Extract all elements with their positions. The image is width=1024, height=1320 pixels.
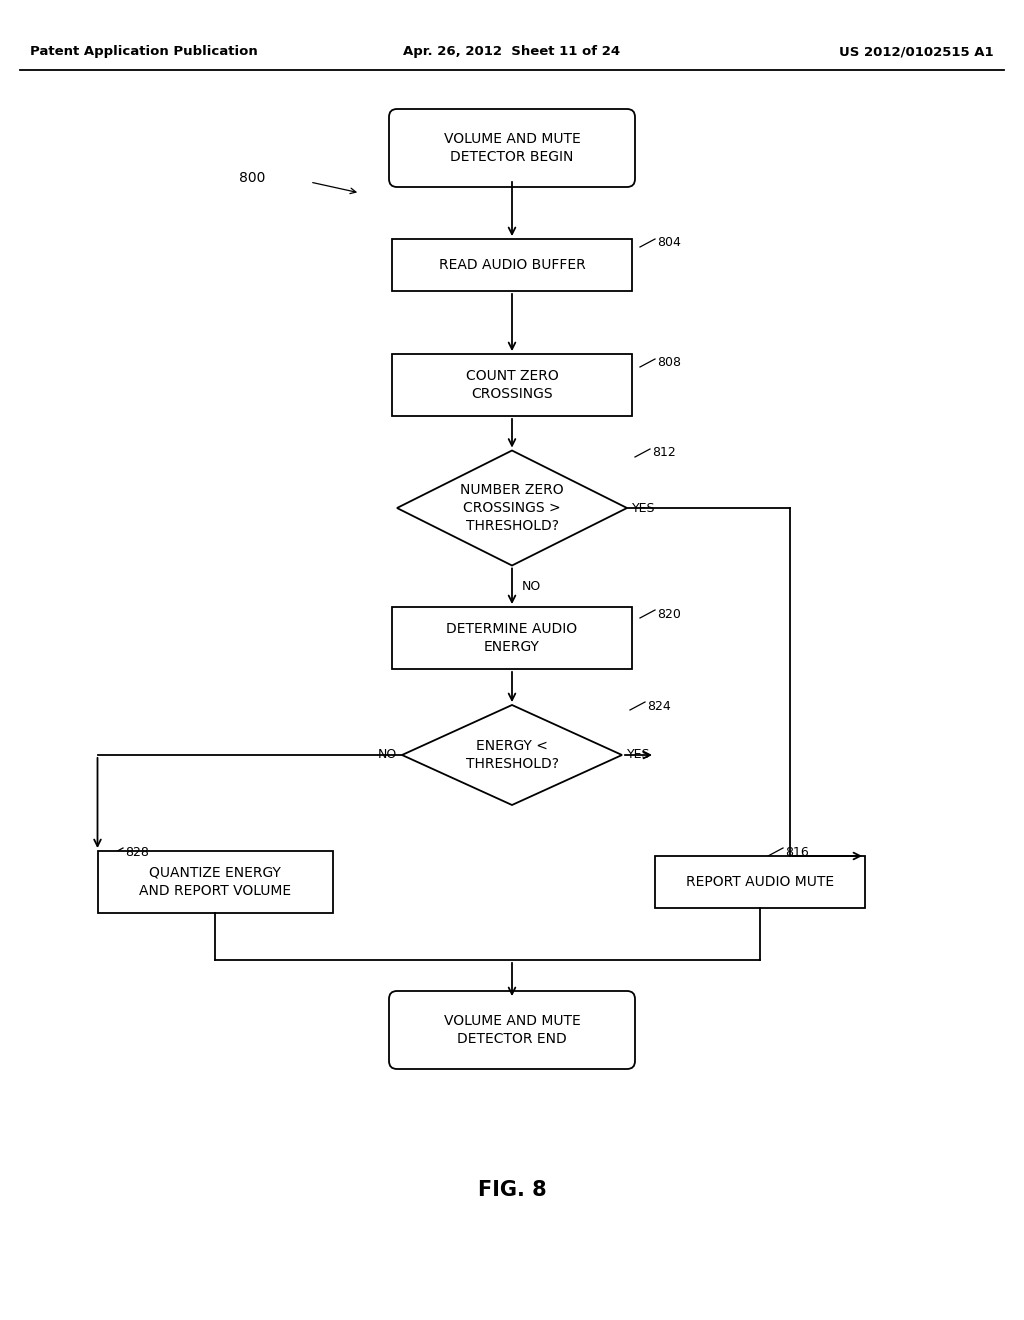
Text: COUNT ZERO
CROSSINGS: COUNT ZERO CROSSINGS [466, 368, 558, 401]
Text: QUANTIZE ENERGY
AND REPORT VOLUME: QUANTIZE ENERGY AND REPORT VOLUME [139, 866, 291, 898]
Text: Patent Application Publication: Patent Application Publication [30, 45, 258, 58]
Bar [392, 607, 632, 669]
Text: NO: NO [378, 748, 397, 762]
Text: 816: 816 [785, 846, 809, 858]
Text: READ AUDIO BUFFER: READ AUDIO BUFFER [438, 257, 586, 272]
Bar [392, 239, 632, 290]
Text: 804: 804 [657, 236, 681, 249]
Text: NUMBER ZERO
CROSSINGS >
THRESHOLD?: NUMBER ZERO CROSSINGS > THRESHOLD? [460, 483, 564, 533]
Text: REPORT AUDIO MUTE: REPORT AUDIO MUTE [686, 875, 835, 888]
Polygon shape [402, 705, 622, 805]
Text: 800: 800 [239, 172, 265, 185]
Text: FIG. 8: FIG. 8 [477, 1180, 547, 1200]
Text: Apr. 26, 2012  Sheet 11 of 24: Apr. 26, 2012 Sheet 11 of 24 [403, 45, 621, 58]
Text: 828: 828 [125, 846, 148, 858]
Text: 808: 808 [657, 356, 681, 370]
Text: YES: YES [632, 502, 655, 515]
FancyBboxPatch shape [389, 991, 635, 1069]
Text: DETERMINE AUDIO
ENERGY: DETERMINE AUDIO ENERGY [446, 622, 578, 655]
Text: NO: NO [522, 579, 542, 593]
Text: VOLUME AND MUTE
DETECTOR BEGIN: VOLUME AND MUTE DETECTOR BEGIN [443, 132, 581, 164]
FancyBboxPatch shape [389, 110, 635, 187]
Bar [655, 855, 865, 908]
Text: YES: YES [627, 748, 650, 762]
Bar [97, 851, 333, 913]
Bar [392, 354, 632, 416]
Text: 812: 812 [652, 446, 676, 459]
Text: VOLUME AND MUTE
DETECTOR END: VOLUME AND MUTE DETECTOR END [443, 1014, 581, 1047]
Text: ENERGY <
THRESHOLD?: ENERGY < THRESHOLD? [466, 739, 558, 771]
Text: US 2012/0102515 A1: US 2012/0102515 A1 [840, 45, 994, 58]
Polygon shape [397, 450, 627, 565]
Text: 820: 820 [657, 607, 681, 620]
Text: 824: 824 [647, 700, 671, 713]
